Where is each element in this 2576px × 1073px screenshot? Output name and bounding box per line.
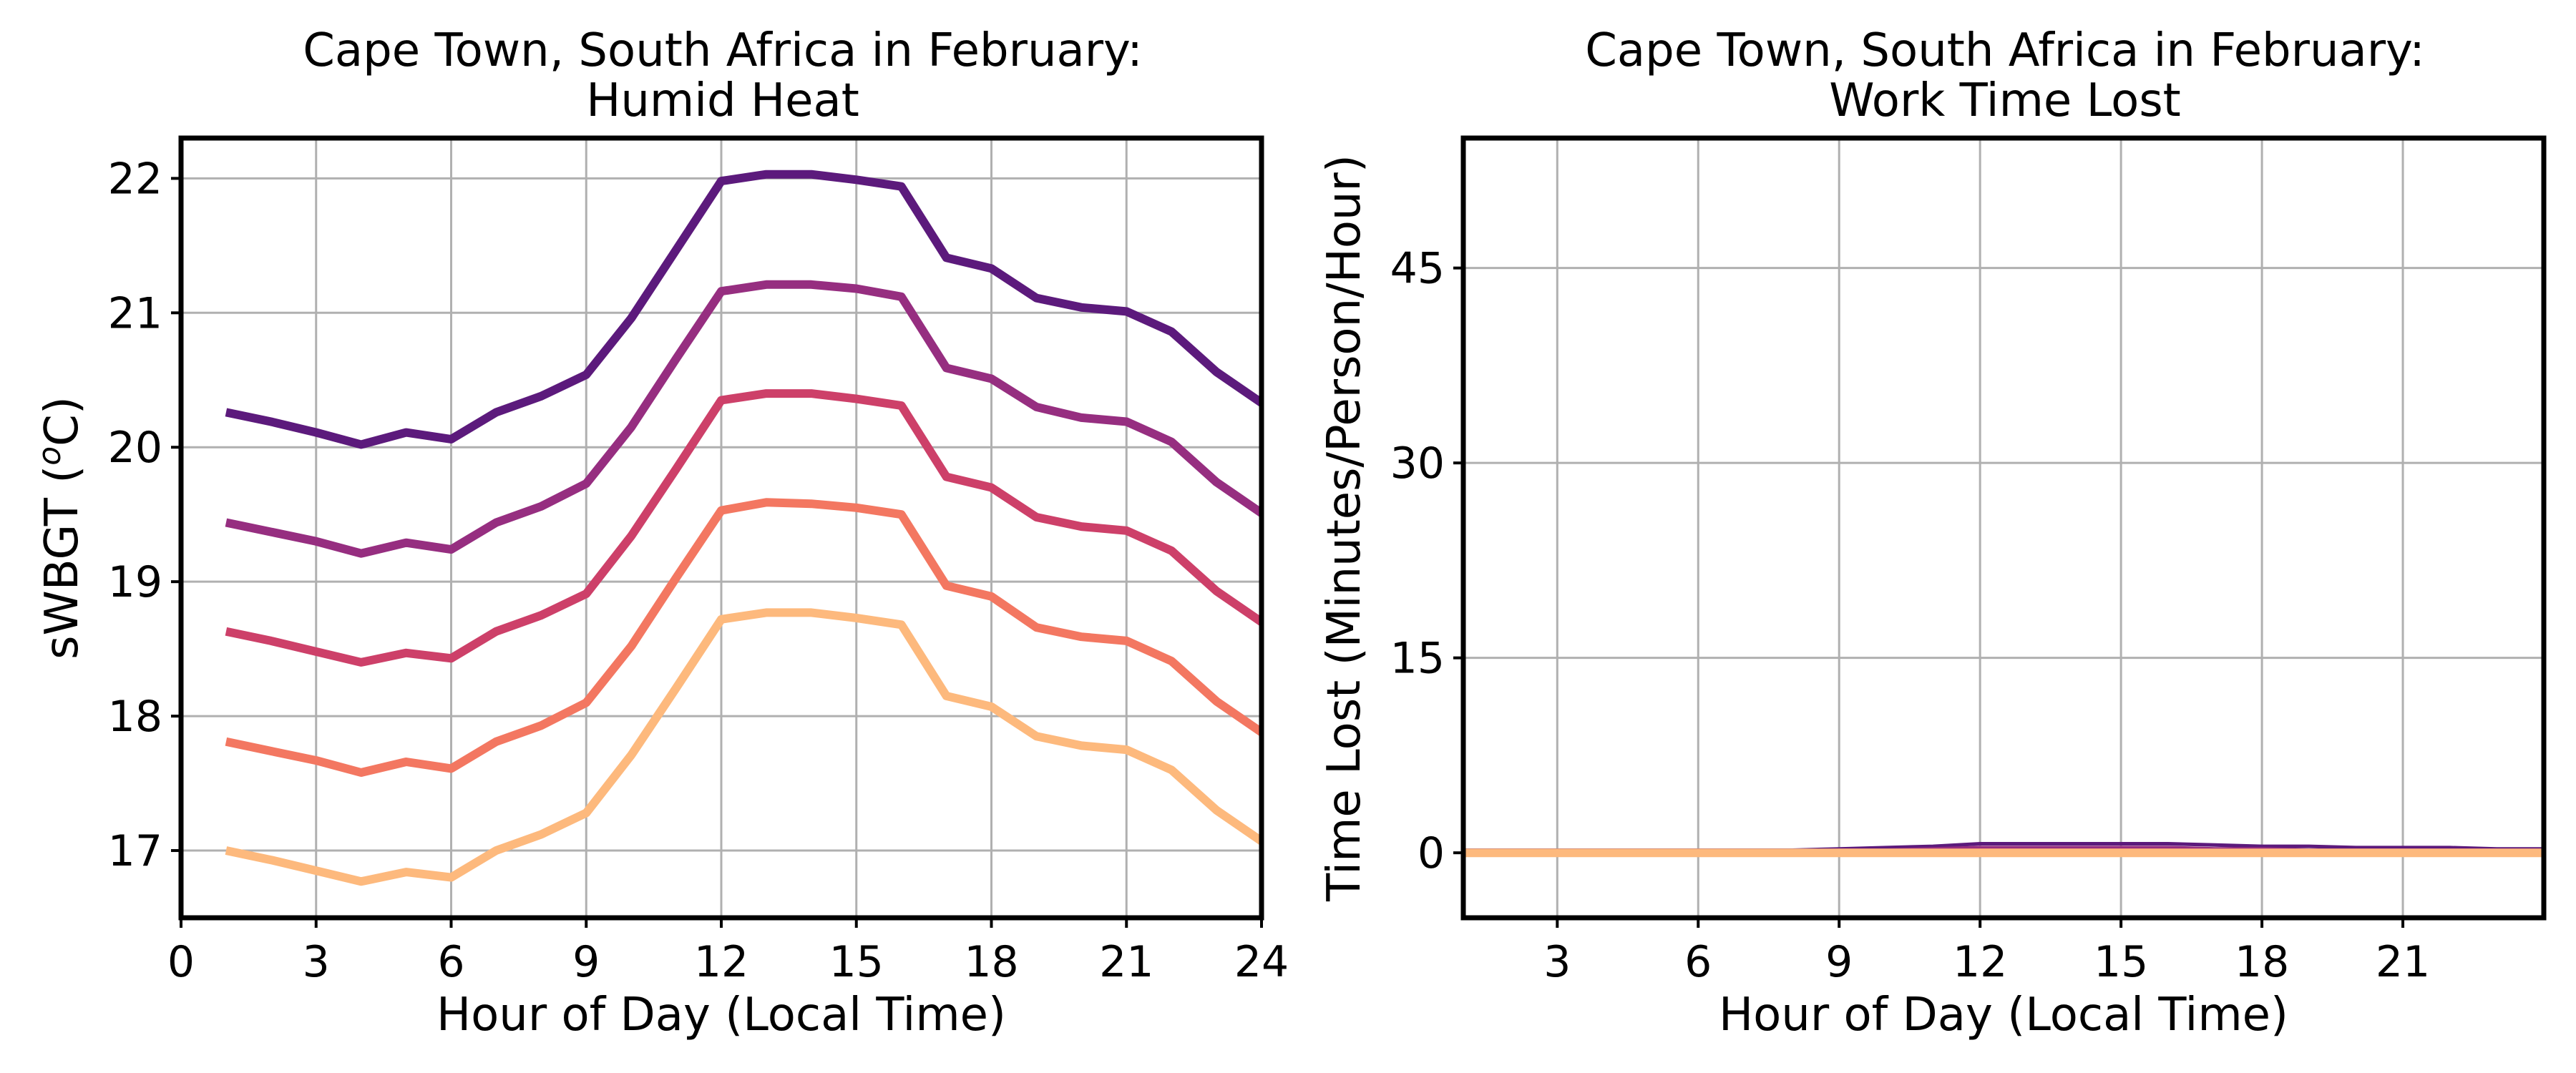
y-label-superscript: o (31, 446, 68, 466)
y-label-prefix: sWBGT ( (36, 466, 89, 660)
humid-heat-x-tick-label-21: 21 (1099, 937, 1153, 987)
humid-heat-x-tick-label-18: 18 (964, 937, 1018, 987)
humid-heat-title-line1: Cape Town, South Africa in February: (303, 24, 1143, 77)
humid-heat-x-tick-label-9: 9 (572, 937, 600, 987)
humid-heat-series-line-2 (225, 280, 1264, 558)
humid-heat-series-line-4 (225, 498, 1264, 777)
work-time-lost-y-axis-label: Time Lost (Minutes/Person/Hour) (1318, 155, 1371, 902)
work-time-lost-x-tick-label-21: 21 (2376, 937, 2430, 987)
work-time-lost-ticks: 3 6 9 12 15 18 21 0 15 30 45 (1390, 244, 2431, 987)
work-time-lost-x-axis-label: Hour of Day (Local Time) (1719, 989, 2288, 1042)
work-time-lost-y-tick-label-45: 45 (1390, 244, 1445, 294)
humid-heat-x-tick-label-15: 15 (829, 937, 884, 987)
humid-heat-x-tick-label-0: 0 (167, 937, 195, 987)
humid-heat-grid (180, 138, 1263, 918)
humid-heat-panel: Cape Town, South Africa in February: Hum… (31, 24, 1289, 1042)
work-time-lost-title-line1: Cape Town, South Africa in February: (1585, 24, 2425, 77)
work-time-lost-x-tick-label-18: 18 (2235, 937, 2289, 987)
humid-heat-y-tick-label-21: 21 (108, 288, 162, 338)
work-time-lost-panel: Cape Town, South Africa in February: Wor… (1318, 24, 2547, 1042)
humid-heat-y-tick-label-18: 18 (108, 692, 162, 742)
y-label-suffix: C) (36, 396, 89, 446)
humid-heat-y-axis-label: sWBGT (oC) (31, 396, 89, 660)
humid-heat-x-tick-label-3: 3 (303, 937, 330, 987)
humid-heat-series (225, 170, 1264, 886)
humid-heat-y-tick-label-19: 19 (108, 557, 162, 607)
work-time-lost-x-tick-label-15: 15 (2094, 937, 2148, 987)
work-time-lost-x-tick-label-9: 9 (1825, 937, 1853, 987)
humid-heat-series-line-3 (225, 389, 1264, 667)
humid-heat-title-line2: Humid Heat (586, 74, 859, 127)
humid-heat-series-line-5 (225, 608, 1264, 886)
work-time-lost-y-tick-label-30: 30 (1390, 438, 1445, 489)
work-time-lost-x-tick-label-3: 3 (1543, 937, 1571, 987)
humid-heat-plot-frame (178, 135, 1264, 921)
humid-heat-x-axis-label: Hour of Day (Local Time) (436, 989, 1006, 1042)
humid-heat-x-tick-label-6: 6 (437, 937, 464, 987)
work-time-lost-x-tick-label-6: 6 (1684, 937, 1712, 987)
work-time-lost-plot-frame (1460, 135, 2547, 921)
work-time-lost-y-tick-label-0: 0 (1418, 828, 1445, 878)
humid-heat-x-tick-label-24: 24 (1234, 937, 1289, 987)
work-time-lost-grid (1463, 138, 2544, 918)
humid-heat-ticks: 0 3 6 9 12 15 18 21 24 17 18 19 20 21 22 (108, 154, 1289, 987)
work-time-lost-x-tick-label-12: 12 (1953, 937, 2007, 987)
work-time-lost-y-tick-label-15: 15 (1390, 634, 1445, 684)
work-time-lost-series (1463, 842, 2545, 858)
humid-heat-x-tick-label-12: 12 (694, 937, 748, 987)
humid-heat-y-tick-label-20: 20 (108, 423, 162, 473)
humid-heat-y-tick-label-22: 22 (108, 154, 162, 204)
humid-heat-series-line-1 (225, 170, 1264, 449)
humid-heat-y-tick-label-17: 17 (108, 826, 162, 876)
work-time-lost-title-line2: Work Time Lost (1829, 74, 2181, 127)
